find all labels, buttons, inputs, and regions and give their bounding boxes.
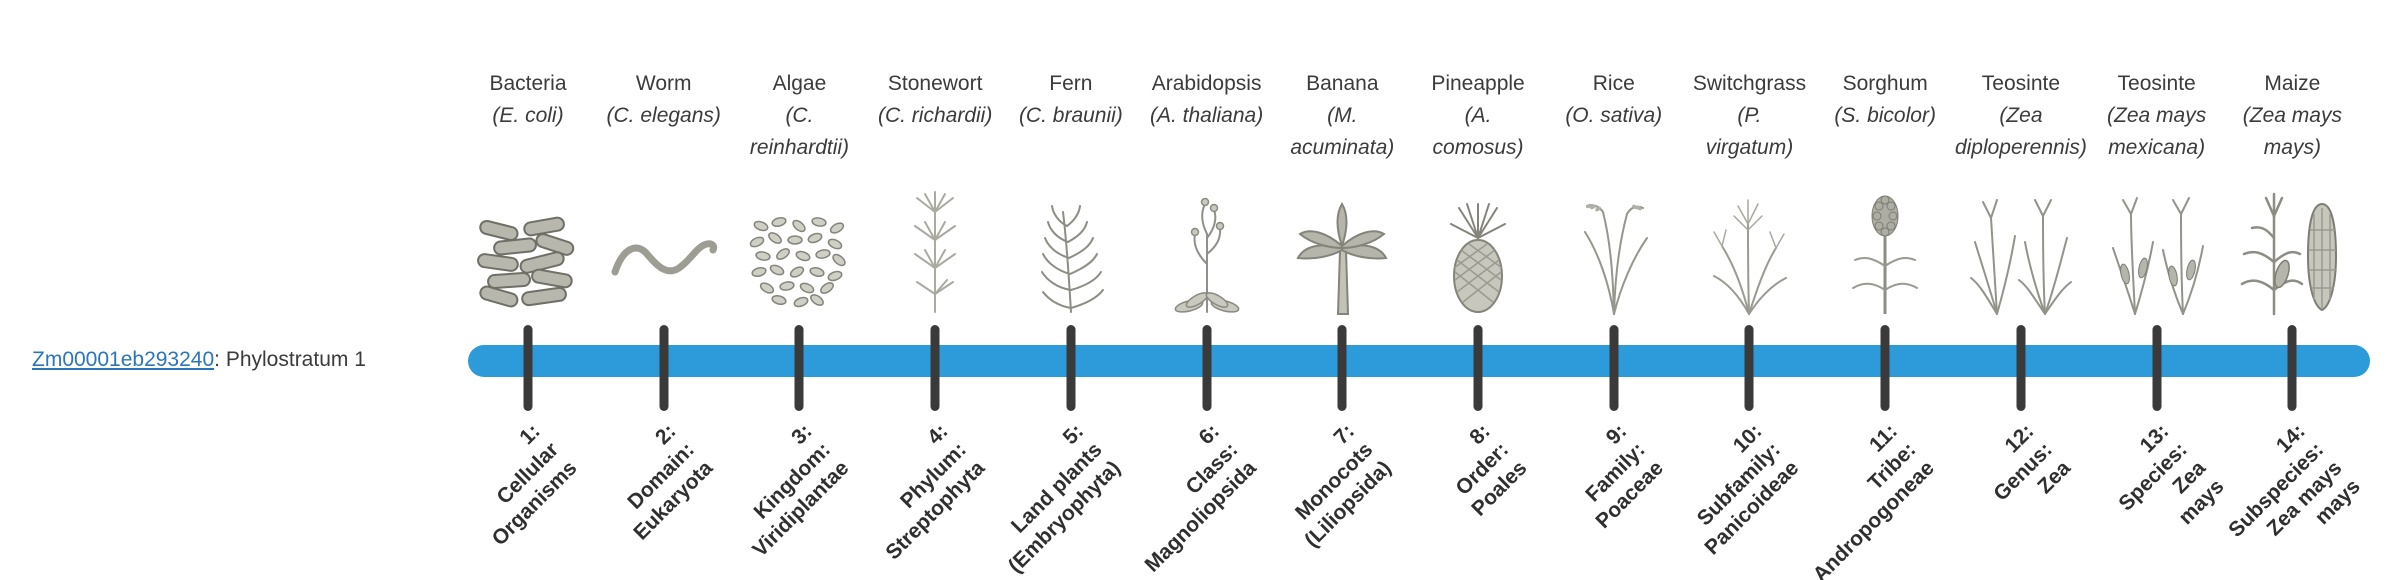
- gene-link[interactable]: Zm00001eb293240: [32, 348, 215, 371]
- phylostratum-bar: [468, 345, 2370, 377]
- taxon-column: Maize (Zea mays mays) 14: Subspecies: Zea …: [2217, 0, 2367, 580]
- stratum-label: 9: Family: Poaceae: [1580, 419, 1668, 534]
- maize-icon: [2222, 174, 2362, 316]
- taxon-common-name: Teosinte: [2117, 72, 2196, 95]
- timeline-tick: [1473, 325, 1483, 411]
- taxon-name-block: Algae (C. reinhardtii): [709, 68, 889, 164]
- taxon-name-block: Teosinte (Zea diploperennis): [1931, 68, 2111, 164]
- algae-icon: [729, 174, 869, 316]
- taxon-common-name: Rice: [1592, 72, 1635, 95]
- gene-label: Zm00001eb293240: Phylostratum 1: [32, 347, 366, 373]
- timeline-tick: [930, 325, 940, 411]
- taxon-column: Rice (O. sativa) 9: Family: Poaceae: [1539, 0, 1689, 580]
- stratum-label: 4: Phylum: Streptophyta: [881, 419, 989, 565]
- pineapple-icon: [1408, 174, 1548, 316]
- taxon-scientific-name: (Zea mays mexicana): [2107, 104, 2207, 159]
- taxon-column: Fern (C. braunii) 5: Land plants (Embryoph…: [996, 0, 1146, 580]
- teosinte-mexicana-icon: [2087, 174, 2227, 316]
- sorghum-icon: [1815, 174, 1955, 316]
- taxon-scientific-name: (Zea diploperennis): [1954, 104, 2087, 159]
- timeline-tick: [2016, 325, 2026, 411]
- stratum-label: 2: Domain: Eukaryota: [623, 419, 718, 545]
- taxon-scientific-name: (Zea mays mays): [2242, 104, 2342, 159]
- taxon-column: Sorghum (S. bicolor) 11: Tribe: Andropogon…: [1809, 0, 1960, 580]
- taxon-scientific-name: (E. coli): [492, 104, 564, 127]
- stonewort-icon: [865, 174, 1005, 316]
- teosinte-diploperennis-icon: [1951, 174, 2091, 316]
- taxon-name-block: Switchgrass (P. virgatum): [1659, 68, 1839, 164]
- banana-icon: [1272, 174, 1412, 316]
- taxon-common-name: Worm: [635, 72, 692, 95]
- stratum-label: 3: Kingdom: Viridiplantae: [748, 419, 854, 562]
- taxon-column: Switchgrass (P. virgatum) 10: Subfamily: P…: [1674, 0, 1824, 580]
- stratum-label: 7: Monocots (Liliopsida): [1291, 419, 1397, 552]
- taxon-name-block: Bacteria (E. coli): [438, 68, 618, 132]
- taxon-scientific-name: (S. bicolor): [1834, 104, 1936, 127]
- timeline-tick: [1066, 325, 1076, 411]
- timeline-tick: [1880, 325, 1890, 411]
- timeline-tick: [659, 325, 669, 411]
- taxon-name-block: Stonewort (C. richardii): [845, 68, 1025, 132]
- stratum-label: 8: Order: Poales: [1451, 419, 1532, 521]
- bacteria-icon: [458, 174, 598, 316]
- switchgrass-icon: [1679, 174, 1819, 316]
- taxon-common-name: Fern: [1049, 72, 1093, 95]
- taxon-scientific-name: (C. richardii): [877, 104, 993, 127]
- taxon-name-block: Fern (C. braunii): [981, 68, 1161, 132]
- taxon-column: Teosinte (Zea mays mexicana) 13: Species: …: [2082, 0, 2232, 580]
- taxon-column: Teosinte (Zea diploperennis) 12: Genus: Ze…: [1946, 0, 2096, 580]
- stratum-label: 13: Species: Zea mays: [2114, 419, 2229, 530]
- taxon-scientific-name: (M. acuminata): [1290, 104, 1395, 159]
- timeline-tick: [1744, 325, 1754, 411]
- taxon-common-name: Bacteria: [489, 72, 567, 95]
- taxon-name-block: Worm (C. elegans): [574, 68, 754, 132]
- taxon-column: Pineapple (A. comosus) 8: Order: Poales: [1403, 0, 1553, 580]
- taxon-column: Bacteria (E. coli) 1: Cellular Organisms: [453, 0, 603, 580]
- taxon-column: Algae (C. reinhardtii) 3: Kingdom: Viridip…: [724, 0, 874, 580]
- taxon-name-block: Teosinte (Zea mays mexicana): [2067, 68, 2247, 164]
- timeline-tick: [523, 325, 533, 411]
- taxon-name-block: Rice (O. sativa): [1524, 68, 1704, 132]
- phylostratum-text: : Phylostratum 1: [214, 348, 366, 371]
- timeline-tick: [1609, 325, 1619, 411]
- taxon-name-block: Maize (Zea mays mays): [2202, 68, 2382, 164]
- timeline-tick: [2287, 325, 2297, 411]
- taxon-common-name: Pineapple: [1431, 72, 1525, 95]
- taxon-column: Stonewort (C. richardii) 4: Phylum: Strept…: [860, 0, 1010, 580]
- taxon-scientific-name: (A. thaliana): [1149, 104, 1264, 127]
- arabidopsis-icon: [1137, 174, 1277, 316]
- timeline-tick: [2152, 325, 2162, 411]
- taxon-common-name: Arabidopsis: [1151, 72, 1262, 95]
- taxon-scientific-name: (C. elegans): [606, 104, 721, 127]
- taxon-column: Arabidopsis (A. thaliana) 6: Class: Magnol…: [1132, 0, 1282, 580]
- taxon-common-name: Maize: [2264, 72, 2321, 95]
- taxon-name-block: Pineapple (A. comosus): [1388, 68, 1568, 164]
- stratum-label: 1: Cellular Organisms: [487, 419, 582, 551]
- fern-icon: [1001, 174, 1141, 316]
- stratum-label: 12: Genus: Zea: [1988, 419, 2075, 506]
- taxon-common-name: Switchgrass: [1692, 72, 1807, 95]
- taxon-common-name: Algae: [772, 72, 827, 95]
- taxon-name-block: Sorghum (S. bicolor): [1795, 68, 1975, 132]
- taxon-common-name: Stonewort: [887, 72, 983, 95]
- taxon-name-block: Arabidopsis (A. thaliana): [1117, 68, 1297, 132]
- taxon-common-name: Banana: [1306, 72, 1379, 95]
- taxon-common-name: Teosinte: [1981, 72, 2061, 95]
- taxon-name-block: Banana (M. acuminata): [1252, 68, 1432, 164]
- taxon-column: Banana (M. acuminata) 7: Monocots (Liliops…: [1267, 0, 1417, 580]
- timeline-tick: [1202, 325, 1212, 411]
- timeline-tick: [794, 325, 804, 411]
- worm-icon: [594, 174, 734, 316]
- timeline-tick: [1337, 325, 1347, 411]
- taxon-scientific-name: (C. braunii): [1018, 104, 1123, 127]
- taxon-scientific-name: (P. virgatum): [1705, 104, 1794, 159]
- taxon-scientific-name: (O. sativa): [1565, 104, 1663, 127]
- stratum-label: 14: Subspecies: Zea mays mays: [2223, 419, 2365, 542]
- taxon-column: Worm (C. elegans) 2: Domain: Eukaryota: [589, 0, 739, 580]
- taxon-common-name: Sorghum: [1842, 72, 1928, 95]
- rice-icon: [1544, 174, 1684, 316]
- taxon-scientific-name: (C. reinhardtii): [749, 104, 850, 159]
- taxon-scientific-name: (A. comosus): [1432, 104, 1524, 159]
